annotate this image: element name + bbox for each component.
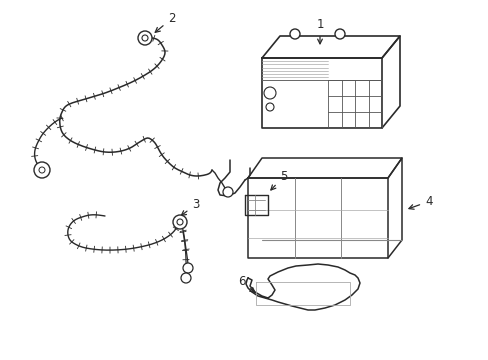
Circle shape <box>265 103 273 111</box>
Circle shape <box>142 35 148 41</box>
Circle shape <box>177 219 183 225</box>
Circle shape <box>138 31 152 45</box>
Text: 4: 4 <box>408 195 431 209</box>
Circle shape <box>173 215 186 229</box>
Circle shape <box>223 187 232 197</box>
Circle shape <box>183 263 193 273</box>
Text: 2: 2 <box>155 12 175 32</box>
Circle shape <box>289 29 299 39</box>
Circle shape <box>181 273 191 283</box>
Circle shape <box>39 167 45 173</box>
Circle shape <box>264 87 275 99</box>
Text: 3: 3 <box>181 198 199 216</box>
Text: 1: 1 <box>316 18 323 44</box>
Text: 6: 6 <box>238 275 254 292</box>
Circle shape <box>334 29 345 39</box>
Text: 5: 5 <box>270 170 287 190</box>
Circle shape <box>34 162 50 178</box>
